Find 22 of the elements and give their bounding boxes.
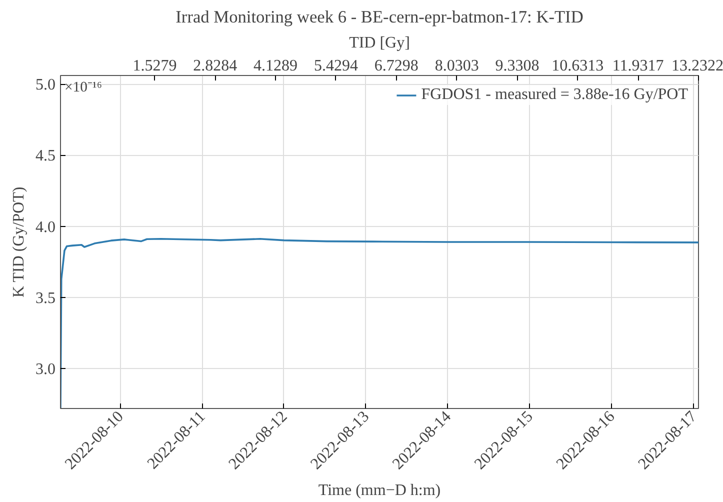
x2-tick-label: 8.0303 [434, 58, 479, 74]
x2-tick-label: 11.9317 [612, 58, 664, 74]
x2-tick-label: 6.7298 [374, 58, 418, 74]
x2-tick-label: 9.3308 [495, 58, 540, 74]
x2-tick-label: 4.1289 [254, 58, 298, 74]
y-tick-label: 4.0 [36, 218, 56, 236]
line-series [60, 238, 698, 408]
x2-tick-label: 10.6313 [552, 58, 604, 74]
y-tick-label: 3.5 [36, 290, 56, 307]
y-tick-label: 4.5 [36, 148, 56, 165]
x-axis-title: Time (mm−D h:m) [318, 482, 441, 500]
x2-tick-label: 2.8284 [193, 58, 238, 74]
y-tick-label: 5.0 [36, 76, 56, 94]
chart-title: Irrad Monitoring week 6 - BE-cern-epr-batmon-17: K-TID [176, 8, 584, 26]
x2-tick-label: 1.5279 [132, 58, 177, 74]
y-tick-label: 3.0 [36, 361, 56, 378]
legend-label: FGDOS1 - measured = 3.88e-16 Gy/POT [421, 86, 688, 104]
annotation: ×10⁻¹⁶ [64, 80, 102, 96]
y-axis-title: K TID (Gy/POT) [10, 186, 28, 298]
x2-tick-label: 5.4294 [314, 58, 358, 74]
x2-tick-label: 13.2322 [672, 58, 723, 74]
x2-axis-title: TID [Gy] [349, 34, 410, 52]
